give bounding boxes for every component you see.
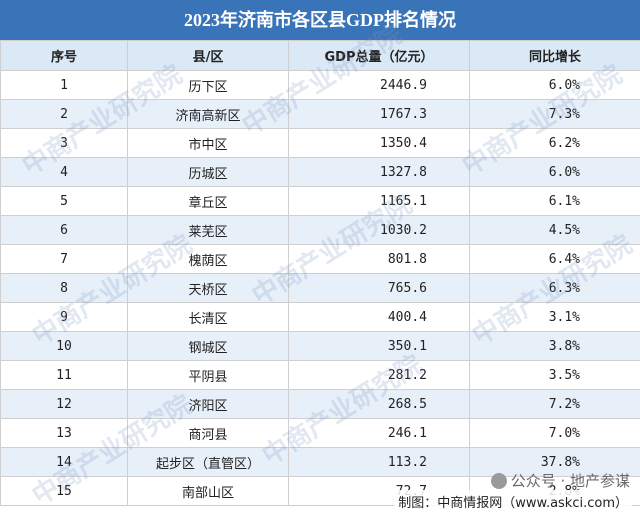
cell-gdp: 801.8 [288,244,470,274]
cell-rank: 14 [0,447,128,477]
cell-gdp: 1165.1 [288,186,470,216]
cell-gdp: 765.6 [288,273,470,303]
table-row: 12 济阳区 268.5 7.2% [0,389,640,419]
cell-district: 商河县 [127,418,289,448]
cell-growth: 6.3% [469,273,640,303]
cell-district: 钢城区 [127,331,289,361]
cell-district: 天桥区 [127,273,289,303]
cell-district: 南部山区 [127,476,289,506]
header-rank: 序号 [0,40,128,71]
table-row: 1 历下区 2446.9 6.0% [0,70,640,100]
cell-gdp: 1327.8 [288,157,470,187]
table-row: 4 历城区 1327.8 6.0% [0,157,640,187]
cell-gdp: 268.5 [288,389,470,419]
cell-district: 济阳区 [127,389,289,419]
table-row: 2 济南高新区 1767.3 7.3% [0,99,640,129]
cell-district: 莱芜区 [127,215,289,245]
table-title: 2023年济南市各区县GDP排名情况 [0,0,640,40]
cell-district: 济南高新区 [127,99,289,129]
cell-growth: 3.1% [469,302,640,332]
header-gdp: GDP总量（亿元） [288,40,470,71]
table-row: 10 钢城区 350.1 3.8% [0,331,640,361]
cell-gdp: 1350.4 [288,128,470,158]
table-row: 5 章丘区 1165.1 6.1% [0,186,640,216]
table-row: 3 市中区 1350.4 6.2% [0,128,640,158]
cell-rank: 3 [0,128,128,158]
cell-rank: 9 [0,302,128,332]
header-row: 序号 县/区 GDP总量（亿元） 同比增长 [0,40,640,71]
cell-gdp: 350.1 [288,331,470,361]
cell-gdp: 400.4 [288,302,470,332]
cell-rank: 12 [0,389,128,419]
cell-rank: 6 [0,215,128,245]
table-row: 9 长清区 400.4 3.1% [0,302,640,332]
cell-district: 历下区 [127,70,289,100]
cell-district: 市中区 [127,128,289,158]
table-row: 13 商河县 246.1 7.0% [0,418,640,448]
cell-district: 平阴县 [127,360,289,390]
account-watermark: 公众号 · 地产参谋 [490,470,630,491]
cell-growth: 6.1% [469,186,640,216]
cell-district: 历城区 [127,157,289,187]
cell-growth: 3.8% [469,331,640,361]
cell-district: 起步区（直管区） [127,447,289,477]
cell-growth: 6.0% [469,157,640,187]
cell-growth: 3.5% [469,360,640,390]
cell-growth: 7.0% [469,418,640,448]
cell-gdp: 246.1 [288,418,470,448]
table-row: 7 槐荫区 801.8 6.4% [0,244,640,274]
cell-rank: 8 [0,273,128,303]
cell-district: 章丘区 [127,186,289,216]
wechat-icon [490,472,507,489]
cell-rank: 10 [0,331,128,361]
cell-gdp: 281.2 [288,360,470,390]
cell-rank: 13 [0,418,128,448]
header-growth: 同比增长 [469,40,640,71]
cell-rank: 1 [0,70,128,100]
cell-growth: 6.4% [469,244,640,274]
cell-gdp: 1030.2 [288,215,470,245]
account-watermark-text: 公众号 · 地产参谋 [510,472,630,490]
cell-growth: 37.8% [469,447,640,477]
cell-growth: 6.0% [469,70,640,100]
cell-rank: 2 [0,99,128,129]
cell-gdp: 2446.9 [288,70,470,100]
cell-growth: 7.3% [469,99,640,129]
cell-district: 长清区 [127,302,289,332]
source-note: 制图：中商情报网（www.askci.com） [394,490,632,513]
table-row: 14 起步区（直管区） 113.2 37.8% [0,447,640,477]
cell-rank: 7 [0,244,128,274]
cell-growth: 6.2% [469,128,640,158]
cell-rank: 15 [0,476,128,506]
cell-growth: 4.5% [469,215,640,245]
table-row: 11 平阴县 281.2 3.5% [0,360,640,390]
cell-district: 槐荫区 [127,244,289,274]
cell-rank: 11 [0,360,128,390]
table-row: 8 天桥区 765.6 6.3% [0,273,640,303]
table-row: 6 莱芜区 1030.2 4.5% [0,215,640,245]
cell-rank: 5 [0,186,128,216]
cell-gdp: 113.2 [288,447,470,477]
gdp-table: 序号 县/区 GDP总量（亿元） 同比增长 1 历下区 2446.9 6.0% 2 济南高… [0,40,640,506]
header-district: 县/区 [127,40,289,71]
cell-growth: 7.2% [469,389,640,419]
cell-gdp: 1767.3 [288,99,470,129]
cell-rank: 4 [0,157,128,187]
